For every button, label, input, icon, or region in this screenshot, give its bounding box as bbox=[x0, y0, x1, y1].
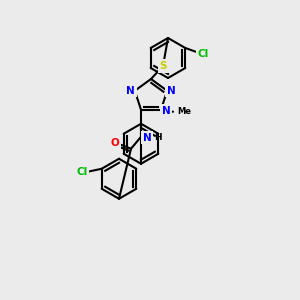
Text: N: N bbox=[167, 86, 176, 96]
Text: S: S bbox=[159, 61, 167, 71]
Text: Cl: Cl bbox=[76, 167, 87, 177]
Text: N: N bbox=[162, 106, 170, 116]
Text: Cl: Cl bbox=[198, 49, 209, 59]
Text: N: N bbox=[127, 86, 135, 96]
Text: O: O bbox=[111, 138, 119, 148]
Text: N: N bbox=[142, 133, 152, 143]
Text: Me: Me bbox=[177, 107, 191, 116]
Text: H: H bbox=[154, 133, 162, 142]
